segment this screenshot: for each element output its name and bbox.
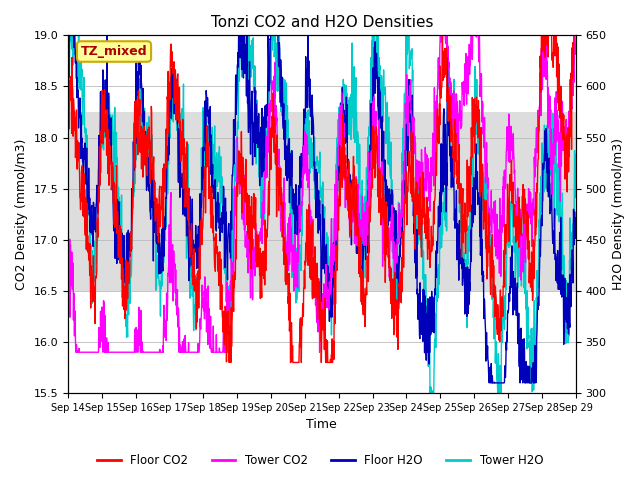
Y-axis label: CO2 Density (mmol/m3): CO2 Density (mmol/m3) bbox=[15, 139, 28, 290]
X-axis label: Time: Time bbox=[307, 419, 337, 432]
Title: Tonzi CO2 and H2O Densities: Tonzi CO2 and H2O Densities bbox=[211, 15, 433, 30]
Text: TZ_mixed: TZ_mixed bbox=[81, 45, 147, 58]
Bar bbox=[68, 112, 575, 291]
Y-axis label: H2O Density (mmol/m3): H2O Density (mmol/m3) bbox=[612, 138, 625, 290]
Legend: Floor CO2, Tower CO2, Floor H2O, Tower H2O: Floor CO2, Tower CO2, Floor H2O, Tower H… bbox=[92, 449, 548, 472]
